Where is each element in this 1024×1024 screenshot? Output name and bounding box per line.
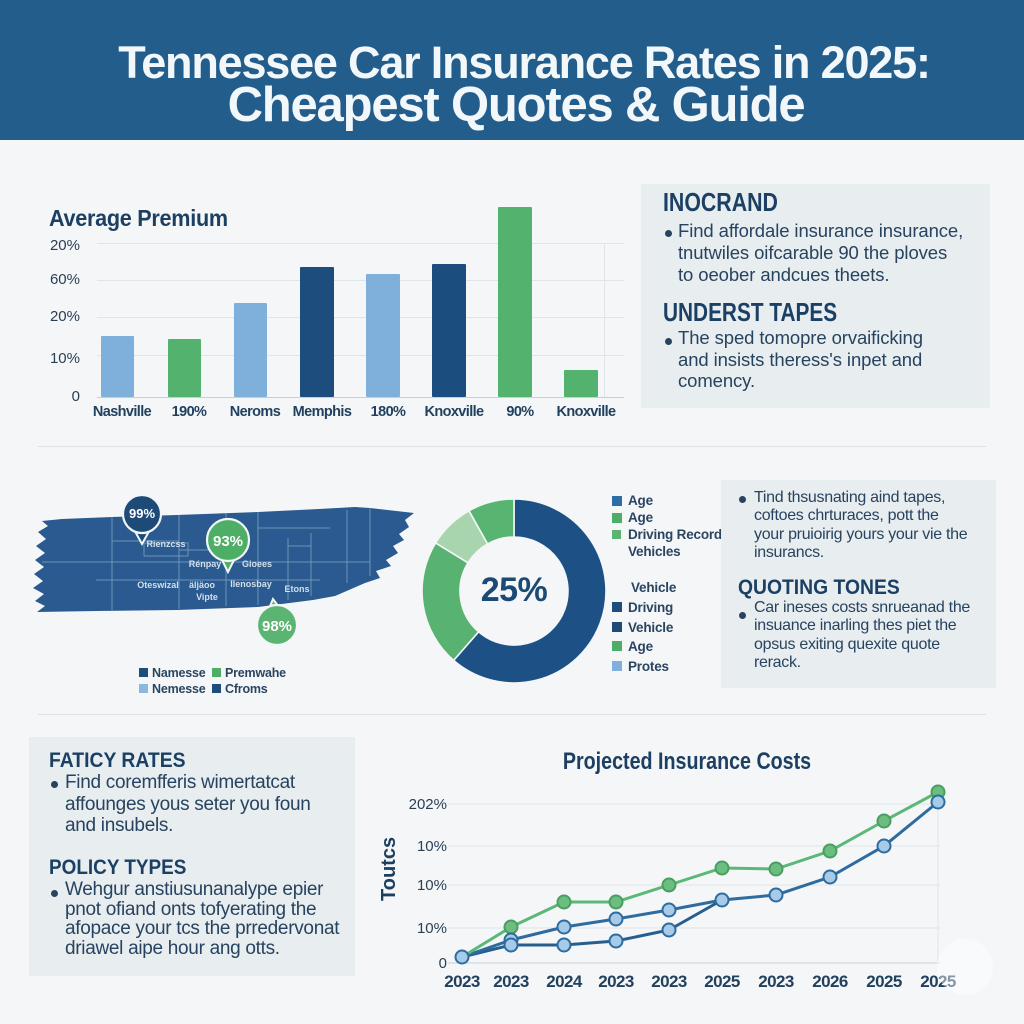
svg-text:Oteswizal: Oteswizal xyxy=(137,580,179,590)
svg-text:äljäoo: äljäoo xyxy=(189,580,216,590)
svg-text:98%: 98% xyxy=(262,618,292,635)
svg-text:Etons: Etons xyxy=(284,584,309,594)
svg-text:99%: 99% xyxy=(129,506,155,521)
svg-text:Gioees: Gioees xyxy=(242,559,272,569)
svg-text:Vipte: Vipte xyxy=(196,592,218,602)
svg-text:93%: 93% xyxy=(213,533,243,550)
svg-text:Rénpay: Rénpay xyxy=(189,559,222,569)
svg-text:Rienzcss: Rienzcss xyxy=(146,539,185,549)
svg-text:Ilenosbay: Ilenosbay xyxy=(230,579,272,589)
